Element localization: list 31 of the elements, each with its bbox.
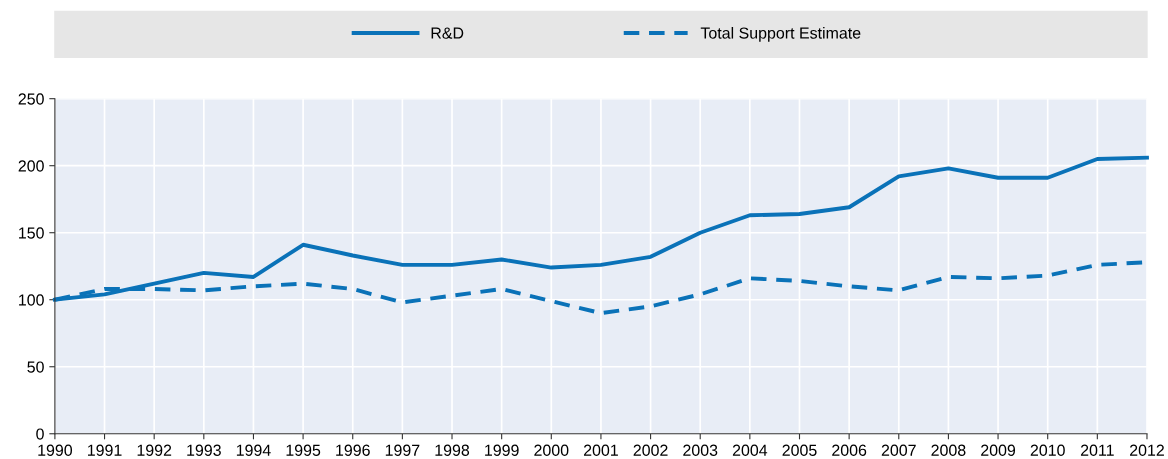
x-tick-label: 2012 bbox=[1130, 444, 1164, 456]
y-tick-label: 200 bbox=[18, 160, 44, 172]
x-tick-label: 2008 bbox=[931, 444, 966, 456]
x-tick-label: 2009 bbox=[981, 444, 1016, 456]
x-tick-label: 1997 bbox=[385, 444, 420, 456]
x-tick-label: 2001 bbox=[583, 444, 618, 456]
x-tick-label: 2003 bbox=[683, 444, 718, 456]
x-tick-label: 1994 bbox=[236, 444, 271, 456]
x-tick-label: 2011 bbox=[1080, 444, 1114, 456]
x-tick-label: 1999 bbox=[485, 444, 519, 456]
y-tick-label: 100 bbox=[19, 294, 44, 306]
y-tick-label: 250 bbox=[18, 93, 44, 105]
x-tick-label: 1990 bbox=[38, 444, 73, 456]
y-tick-label: 0 bbox=[36, 428, 44, 440]
x-tick-label: 2000 bbox=[534, 444, 569, 456]
x-tick-label: 1993 bbox=[187, 444, 221, 456]
x-tick-label: 2004 bbox=[732, 444, 768, 456]
x-tick-label: 1996 bbox=[336, 444, 370, 456]
x-tick-label: 1998 bbox=[435, 444, 470, 456]
legend-label: R&D bbox=[431, 27, 464, 39]
x-tick-label: 2002 bbox=[633, 444, 668, 456]
x-tick-label: 2010 bbox=[1030, 444, 1065, 456]
y-tick-label: 50 bbox=[27, 361, 44, 373]
y-tick-label: 150 bbox=[19, 227, 44, 239]
x-tick-label: 2007 bbox=[881, 444, 916, 456]
x-tick-label: 1995 bbox=[286, 444, 321, 456]
x-tick-label: 1991 bbox=[87, 444, 122, 456]
x-tick-label: 2005 bbox=[782, 444, 817, 456]
x-tick-label: 2006 bbox=[832, 444, 867, 456]
x-tick-label: 1992 bbox=[137, 444, 172, 456]
legend-label: Total Support Estimate bbox=[700, 26, 861, 42]
